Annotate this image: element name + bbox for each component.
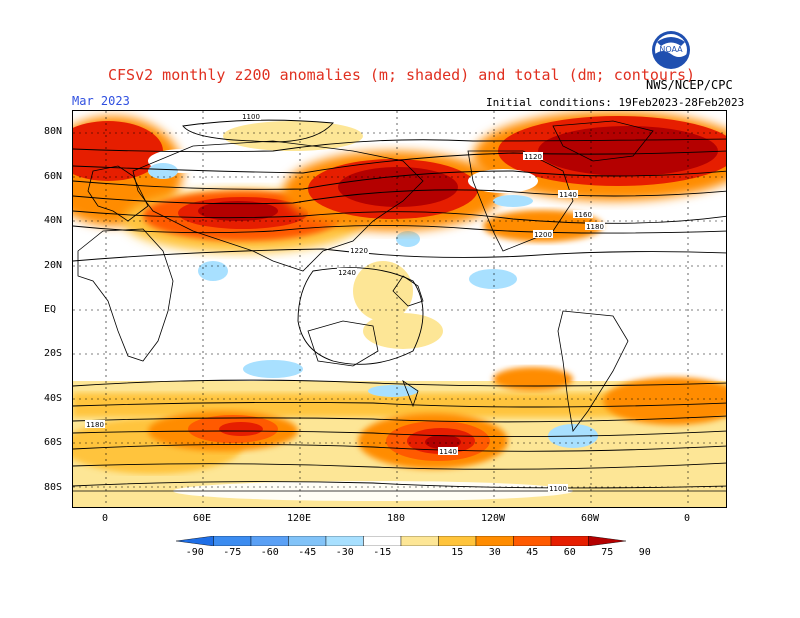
colorbar-swatch	[325, 536, 364, 546]
colorbar-swatch	[550, 536, 589, 546]
contour-labels: 1100 1120 1140 1160 1180 1200 1220 1240 …	[85, 112, 605, 493]
colorbar-label: -30	[335, 547, 354, 558]
svg-text:1140: 1140	[439, 448, 457, 456]
colorbar-swatch	[438, 536, 477, 546]
svg-text:1100: 1100	[549, 485, 567, 493]
contour-label-1120: 1120	[523, 152, 543, 161]
noaa-logo: NOAA	[652, 31, 690, 69]
colorbar-label: 75	[601, 547, 614, 558]
lat-label: 20N	[44, 260, 63, 271]
svg-text:1100: 1100	[242, 113, 260, 121]
colorbar-label: -90	[185, 547, 204, 558]
lon-label: 120E	[286, 513, 312, 524]
contour-label-1140: 1140	[558, 190, 578, 199]
lon-label: 120W	[480, 513, 506, 524]
lat-label: 60N	[44, 171, 63, 182]
lat-label: EQ	[44, 304, 57, 315]
svg-text:1240: 1240	[338, 269, 356, 277]
lat-label: 20S	[44, 348, 63, 359]
svg-text:1220: 1220	[350, 247, 368, 255]
agency-label: NWS/NCEP/CPC	[646, 78, 733, 92]
contour-label-1140-south: 1140	[438, 447, 458, 456]
svg-text:1180: 1180	[586, 223, 604, 231]
contour-label-1160: 1160	[573, 210, 593, 219]
contour-label-1180: 1180	[585, 222, 605, 231]
contour-label-1200: 1200	[533, 230, 553, 239]
lat-label: 40S	[44, 393, 63, 404]
svg-text:1180: 1180	[86, 421, 104, 429]
lat-label: 60S	[44, 437, 63, 448]
map-graticule	[73, 111, 726, 507]
colorbar-swatch	[363, 536, 402, 546]
lon-label: 0	[683, 513, 691, 524]
contour-label-1240: 1240	[337, 268, 357, 277]
lat-label: 80N	[44, 126, 63, 137]
contour-label-1180-south: 1180	[85, 420, 105, 429]
map-title: CFSv2 monthly z200 anomalies (m; shaded)…	[108, 66, 695, 84]
initial-conditions: Initial conditions: 19Feb2023-28Feb2023	[486, 96, 745, 109]
height-contours	[73, 119, 726, 489]
lon-label: 60E	[192, 513, 212, 524]
colorbar-label: 45	[526, 547, 539, 558]
colorbar-swatch	[588, 536, 626, 546]
svg-text:1140: 1140	[559, 191, 577, 199]
svg-text:1200: 1200	[534, 231, 552, 239]
colorbar-swatch	[400, 536, 439, 546]
colorbar-label: -60	[260, 547, 279, 558]
colorbar-swatch	[513, 536, 552, 546]
colorbar-label: 90	[638, 547, 651, 558]
colorbar-swatch	[475, 536, 514, 546]
colorbar-swatch	[176, 536, 214, 546]
contour-label-1220: 1220	[349, 246, 369, 255]
contour-label-1100: 1100	[241, 112, 261, 121]
colorbar-label: 60	[563, 547, 576, 558]
colorbar-label: 15	[451, 547, 464, 558]
lat-label: 80S	[44, 482, 63, 493]
colorbar-swatch	[213, 536, 252, 546]
colorbar-swatch	[288, 536, 327, 546]
lat-label: 40N	[44, 215, 63, 226]
forecast-month: Mar 2023	[72, 94, 130, 108]
colorbar-swatch	[250, 536, 289, 546]
colorbar-label: -45	[298, 547, 317, 558]
colorbar-label: -75	[223, 547, 242, 558]
colorbar-label: 30	[488, 547, 501, 558]
svg-text:1120: 1120	[524, 153, 542, 161]
contour-label-1100-south: 1100	[548, 484, 568, 493]
colorbar	[176, 536, 626, 546]
lon-label: 0	[101, 513, 109, 524]
anomaly-map: 1100 1120 1140 1160 1180 1200 1220 1240 …	[72, 110, 727, 508]
lon-label: 60W	[580, 513, 600, 524]
lon-label: 180	[386, 513, 406, 524]
svg-text:1160: 1160	[574, 211, 592, 219]
colorbar-label: -15	[373, 547, 392, 558]
noaa-logo-text: NOAA	[659, 45, 683, 54]
